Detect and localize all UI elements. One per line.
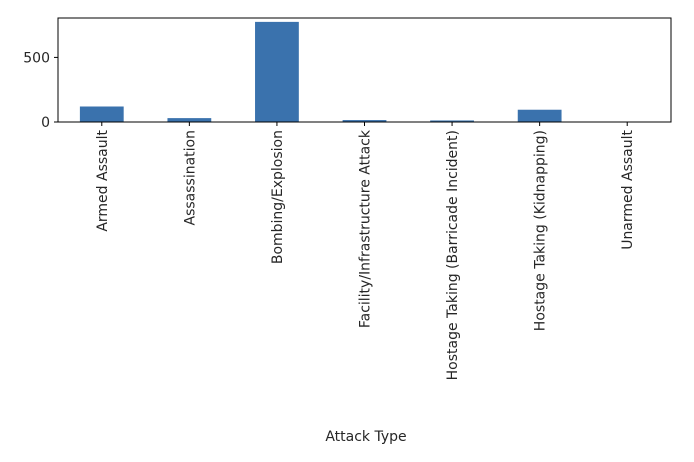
x-tick-label-3: Facility/Infrastructure Attack [358, 129, 374, 328]
bar-5 [517, 109, 562, 122]
x-tick-label-6: Unarmed Assault [620, 129, 636, 249]
bar-1 [167, 118, 212, 122]
plot-frame [57, 17, 672, 123]
x-tick-label-5: Hostage Taking (Kidnapping) [533, 130, 549, 331]
x-tick-label-4: Hostage Taking (Barricade Incident) [445, 130, 461, 380]
bars-layer [79, 21, 650, 123]
x-tick-label-1: Assassination [182, 130, 198, 226]
y-tick-label-1: 500 [23, 50, 50, 66]
bar-4 [430, 120, 474, 122]
axes: 0 500 Armed Assault Assassination Bombing/Ex… [23, 17, 672, 380]
x-tick-label-2: Bombing/Explosion [270, 130, 286, 264]
bar-0 [79, 106, 124, 122]
bar-3 [342, 120, 387, 122]
x-tick-label-0: Armed Assault [95, 129, 111, 231]
y-tick-label-0: 0 [41, 115, 50, 131]
bar-2 [255, 21, 299, 123]
x-axis-title: Attack Type [325, 429, 406, 445]
